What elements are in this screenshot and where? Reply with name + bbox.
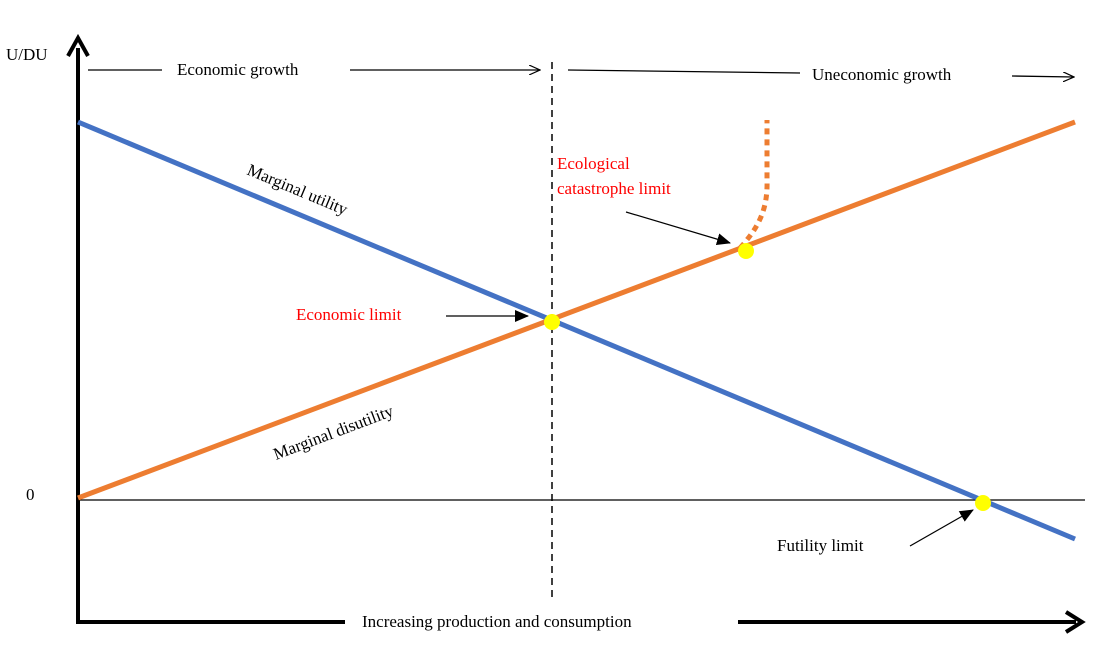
ecological-limit-point — [738, 243, 754, 259]
y-axis-arrowhead — [66, 33, 90, 57]
x-axis-arrowhead — [1064, 610, 1086, 634]
marginal-utility-label: Marginal utility — [244, 160, 350, 219]
economic-growth-label: Economic growth — [177, 60, 299, 79]
marginal-utility-line — [77, 119, 1076, 542]
x-axis-label: Increasing production and consumption — [362, 612, 632, 631]
economic-limit-point — [544, 314, 560, 330]
ecological-catastrophe-curve — [738, 120, 770, 250]
marginal-disutility-label: Marginal disutility — [271, 401, 397, 464]
economic-limit-label: Economic limit — [296, 305, 402, 324]
zero-label: 0 — [26, 485, 35, 504]
uneconomic-growth-arrow-right — [1011, 76, 1074, 77]
futility-limit-point — [975, 495, 991, 511]
futility-limit-label: Futility limit — [777, 536, 864, 555]
futility-limit-pointer — [909, 509, 974, 547]
ecological-limit-label-line2: catastrophe limit — [557, 179, 671, 198]
uneconomic-growth-arrow-left — [567, 69, 801, 74]
ecological-limit-pointer — [625, 211, 731, 246]
uneconomic-growth-label: Uneconomic growth — [812, 65, 952, 84]
y-axis-label: U/DU — [6, 45, 48, 64]
marginal-disutility-line — [77, 119, 1076, 501]
ecological-limit-label-line1: Ecological — [557, 154, 630, 173]
